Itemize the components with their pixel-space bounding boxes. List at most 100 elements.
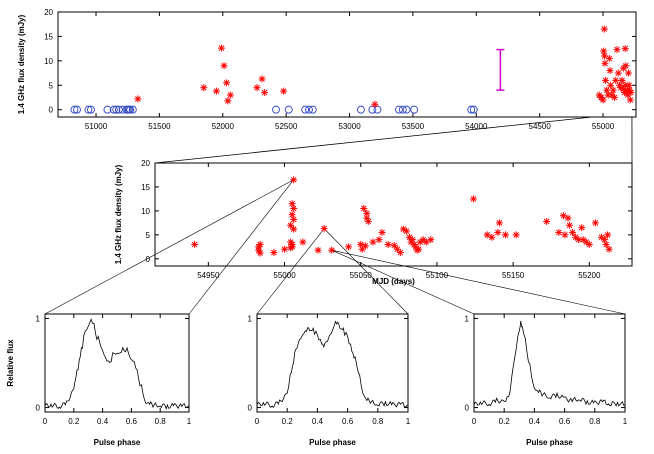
non-detection-point bbox=[86, 105, 95, 114]
detection-point bbox=[607, 81, 615, 89]
x-tick-label: 0.8 bbox=[589, 417, 601, 426]
non-detection-point bbox=[112, 105, 121, 114]
x-tick-label: 55000 bbox=[273, 271, 296, 280]
x-tick-label: 1 bbox=[187, 417, 192, 426]
y-tick-label: 5 bbox=[49, 81, 54, 90]
x-tick-label: 0 bbox=[472, 417, 477, 426]
x-tick-label: 55200 bbox=[578, 271, 601, 280]
x-tick-label: 1 bbox=[623, 417, 628, 426]
detection-point bbox=[287, 221, 295, 229]
non-detection-point bbox=[469, 105, 478, 114]
panel-profile-2: 0 0.2 0.4 0.6 0.8 1 0 1 Pulse phase bbox=[248, 313, 411, 447]
plot-frame bbox=[57, 11, 637, 118]
non-detection-point bbox=[304, 105, 313, 114]
detection-point bbox=[621, 45, 629, 53]
y-tick-label: 1 bbox=[36, 314, 41, 323]
detection-point bbox=[427, 236, 435, 244]
zoom-connector bbox=[154, 116, 593, 164]
detection-point bbox=[256, 249, 264, 257]
detection-point bbox=[212, 87, 220, 95]
profile-connector bbox=[188, 179, 294, 315]
non-detection-point bbox=[301, 105, 310, 114]
detection-point bbox=[369, 238, 377, 246]
detection-point bbox=[603, 86, 611, 94]
detection-point bbox=[559, 212, 567, 220]
y-axis-label: 1.4 GHz flux density (mJy) bbox=[17, 14, 26, 114]
y-tick-label: 0 bbox=[49, 106, 54, 115]
detection-point bbox=[261, 89, 269, 97]
detection-point bbox=[622, 62, 630, 70]
profile-connector bbox=[331, 249, 626, 315]
y-tick-label: 0 bbox=[248, 404, 253, 413]
non-detection-point bbox=[114, 105, 123, 114]
detection-point bbox=[375, 236, 383, 244]
x-tick-label: 0.2 bbox=[499, 417, 511, 426]
profile-connector bbox=[323, 228, 409, 315]
detection-point bbox=[396, 249, 404, 257]
detection-point bbox=[360, 205, 368, 213]
detection-point bbox=[599, 96, 607, 104]
detection-point bbox=[288, 200, 296, 208]
detection-point bbox=[290, 205, 298, 213]
x-tick-label: 55150 bbox=[502, 271, 525, 280]
detection-point bbox=[290, 176, 298, 184]
detection-point bbox=[601, 236, 609, 244]
y-tick-label: 5 bbox=[146, 231, 151, 240]
detection-point bbox=[601, 52, 609, 60]
x-axis-label: Pulse phase bbox=[309, 438, 356, 447]
non-detection-point bbox=[109, 105, 118, 114]
panel-profile-1: 0 0.2 0.4 0.6 0.8 1 0 1 Relative flux Pulse phase bbox=[6, 313, 192, 447]
detection-point bbox=[600, 25, 608, 33]
y-tick-label: 0 bbox=[36, 404, 41, 413]
panel-zoom: 54950 55000 55050 55100 55150 55200 0 5 10 15 20 1.… bbox=[114, 159, 633, 286]
x-tick-label: 52500 bbox=[275, 122, 298, 131]
detection-point bbox=[384, 240, 392, 248]
detection-point bbox=[612, 76, 620, 84]
detection-point bbox=[604, 231, 612, 239]
detection-point bbox=[605, 54, 613, 62]
non-detection-point bbox=[118, 105, 127, 114]
detection-point bbox=[470, 195, 478, 203]
non-detection-point bbox=[394, 105, 403, 114]
y-tick-label: 10 bbox=[141, 207, 150, 216]
y-tick-label: 15 bbox=[44, 32, 53, 41]
x-tick-label: 0.4 bbox=[312, 417, 324, 426]
x-tick-label: 0.6 bbox=[126, 417, 138, 426]
x-tick-label: 0.8 bbox=[372, 417, 384, 426]
detection-point bbox=[494, 228, 502, 236]
detection-point bbox=[224, 97, 232, 105]
detection-point bbox=[578, 224, 586, 232]
detection-point bbox=[626, 96, 634, 104]
x-tick-label: 0.2 bbox=[282, 417, 294, 426]
detection-point bbox=[488, 233, 496, 241]
detection-point bbox=[288, 211, 296, 219]
non-detection-point bbox=[70, 105, 79, 114]
non-detection-point bbox=[410, 105, 419, 114]
non-detection-point bbox=[284, 105, 293, 114]
x-tick-label: 51000 bbox=[85, 122, 108, 131]
x-tick-label: 54500 bbox=[529, 122, 552, 131]
plot-panels: 51000 51500 52000 52500 53000 53500 54000 54500… bbox=[6, 8, 637, 447]
detection-point bbox=[258, 75, 266, 83]
non-detection-point bbox=[128, 105, 137, 114]
detection-point bbox=[415, 245, 423, 253]
y-tick-label: 1 bbox=[465, 314, 470, 323]
detection-point bbox=[200, 84, 208, 92]
non-detection-point bbox=[398, 105, 407, 114]
plot-frame bbox=[473, 313, 626, 413]
x-tick-label: 0.6 bbox=[342, 417, 354, 426]
non-detection-point bbox=[467, 105, 476, 114]
detection-point bbox=[290, 216, 298, 224]
detection-point bbox=[290, 225, 298, 233]
x-tick-label: 0.6 bbox=[559, 417, 571, 426]
detection-point bbox=[618, 76, 626, 84]
non-detection-point bbox=[126, 105, 135, 114]
non-detection-point bbox=[272, 105, 281, 114]
y-tick-label: 1 bbox=[248, 314, 253, 323]
detection-point bbox=[569, 228, 577, 236]
detection-point bbox=[602, 76, 610, 84]
x-tick-label: 51500 bbox=[148, 122, 171, 131]
detection-point bbox=[361, 242, 369, 250]
detection-point bbox=[483, 231, 491, 239]
detection-point bbox=[223, 79, 231, 87]
